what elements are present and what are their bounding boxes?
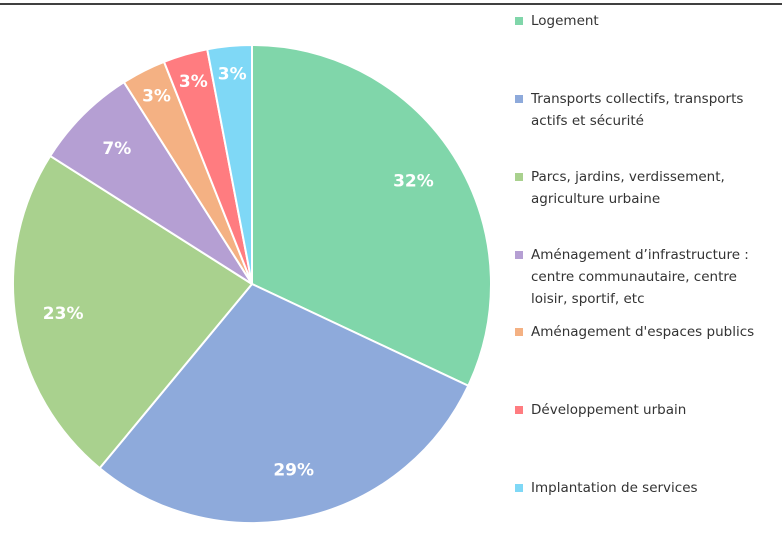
legend-label: Aménagement d'espaces publics	[531, 324, 755, 340]
legend-label: Transports collectifs, transports actifs…	[531, 91, 744, 129]
legend-item: Aménagement d'espaces publics	[515, 321, 755, 343]
pie-slice	[251, 43, 492, 388]
legend-label: Aménagement d’infrastructure : centre co…	[531, 247, 749, 307]
legend-item: Transports collectifs, transports actifs…	[515, 88, 755, 132]
legend-swatch	[515, 406, 523, 414]
legend-label: Logement	[531, 13, 599, 29]
legend-item: Parcs, jardins, verdissement, agricultur…	[515, 166, 755, 210]
data-label: 23%	[43, 304, 84, 324]
data-label: 29%	[273, 461, 314, 481]
data-label: 3%	[142, 87, 171, 107]
legend-item: Logement	[515, 10, 755, 32]
legend-label: Parcs, jardins, verdissement, agricultur…	[531, 169, 725, 207]
pie-slice	[48, 80, 253, 285]
legend-swatch	[515, 484, 523, 492]
legend-swatch	[515, 17, 523, 25]
pie-slice	[98, 282, 470, 524]
legend-swatch	[515, 173, 523, 181]
data-label: 3%	[218, 65, 247, 85]
pie-slice	[12, 154, 254, 470]
legend-item: Aménagement d’infrastructure : centre co…	[515, 244, 755, 310]
legend-swatch	[515, 95, 523, 103]
legend-label: Implantation de services	[531, 480, 698, 496]
legend-swatch	[515, 328, 523, 336]
legend-swatch	[515, 251, 523, 259]
data-label: 7%	[102, 139, 131, 159]
data-label: 3%	[179, 72, 208, 92]
legend-label: Développement urbain	[531, 402, 687, 418]
legend-item: Implantation de services	[515, 477, 755, 499]
data-label: 32%	[393, 172, 434, 192]
legend-item: Développement urbain	[515, 399, 755, 421]
pie-slice	[206, 43, 253, 285]
